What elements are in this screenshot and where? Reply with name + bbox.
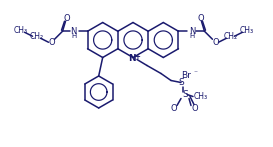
Text: Br: Br xyxy=(181,71,191,80)
Text: H: H xyxy=(190,33,195,39)
Text: O: O xyxy=(192,104,198,113)
Text: +: + xyxy=(134,54,140,60)
Text: S: S xyxy=(182,90,188,99)
Text: O: O xyxy=(48,38,55,47)
Text: CH₃: CH₃ xyxy=(239,26,254,35)
Text: O: O xyxy=(212,38,219,47)
Text: CH₃: CH₃ xyxy=(13,26,28,35)
Text: O: O xyxy=(197,14,204,23)
Text: N: N xyxy=(70,27,77,36)
Text: H: H xyxy=(71,33,76,39)
Text: S: S xyxy=(178,78,184,87)
Text: ⁻: ⁻ xyxy=(193,69,197,77)
Text: N: N xyxy=(128,54,136,63)
Text: CH₂: CH₂ xyxy=(223,32,238,41)
Text: O: O xyxy=(171,104,177,113)
Text: CH₃: CH₃ xyxy=(194,92,208,101)
Text: N: N xyxy=(189,27,196,36)
Text: O: O xyxy=(63,14,70,23)
Text: CH₂: CH₂ xyxy=(29,32,44,41)
